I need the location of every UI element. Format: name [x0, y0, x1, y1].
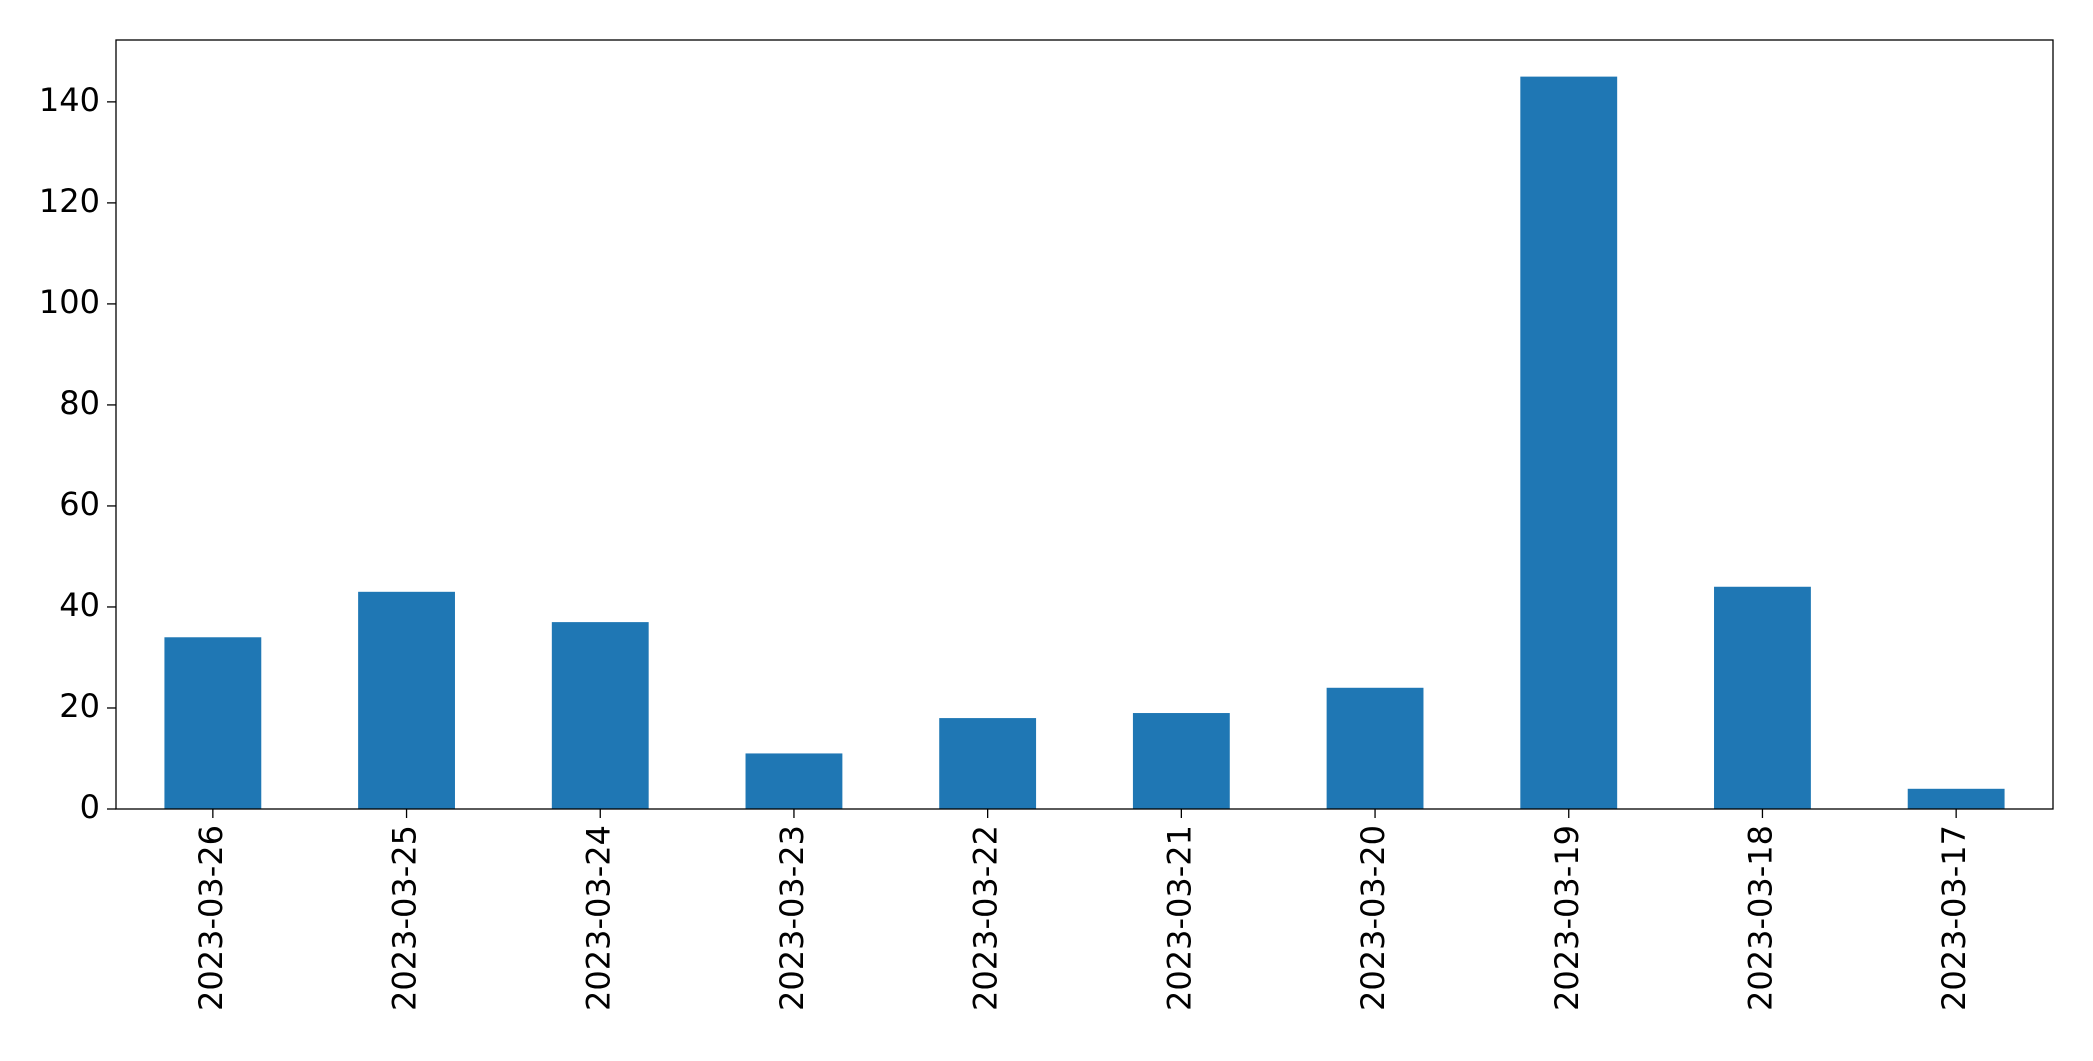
plot-frame	[115, 39, 2054, 810]
x-tick-label: 2023-03-25	[386, 825, 424, 1011]
bar	[1326, 687, 1424, 809]
bar	[1907, 788, 2005, 809]
y-tick-label: 140	[39, 81, 100, 119]
x-tick-label: 2023-03-23	[773, 825, 811, 1011]
x-tick-label: 2023-03-22	[967, 825, 1005, 1011]
x-tick-label: 2023-03-24	[579, 825, 617, 1011]
bar	[551, 622, 649, 809]
y-tick-label: 60	[59, 485, 100, 523]
y-tick-label: 80	[59, 384, 100, 422]
bar	[1714, 586, 1811, 809]
bar	[164, 637, 262, 809]
bar	[1132, 713, 1230, 809]
x-tick-label: 2023-03-19	[1548, 825, 1586, 1011]
y-tick-label: 20	[59, 687, 100, 725]
x-tick-label: 2023-03-26	[192, 825, 230, 1011]
y-tick-label: 40	[59, 586, 100, 624]
y-tick-label: 120	[39, 182, 100, 220]
bar	[939, 718, 1037, 809]
x-tick-label: 2023-03-20	[1354, 825, 1392, 1011]
bar	[1520, 76, 1618, 810]
bar	[358, 591, 455, 809]
y-tick-label: 100	[39, 283, 100, 321]
y-tick-label: 0	[80, 788, 100, 826]
bar	[745, 753, 843, 809]
x-tick-label: 2023-03-18	[1741, 825, 1779, 1011]
x-tick-label: 2023-03-17	[1935, 825, 1973, 1011]
x-tick-label: 2023-03-21	[1160, 825, 1198, 1011]
